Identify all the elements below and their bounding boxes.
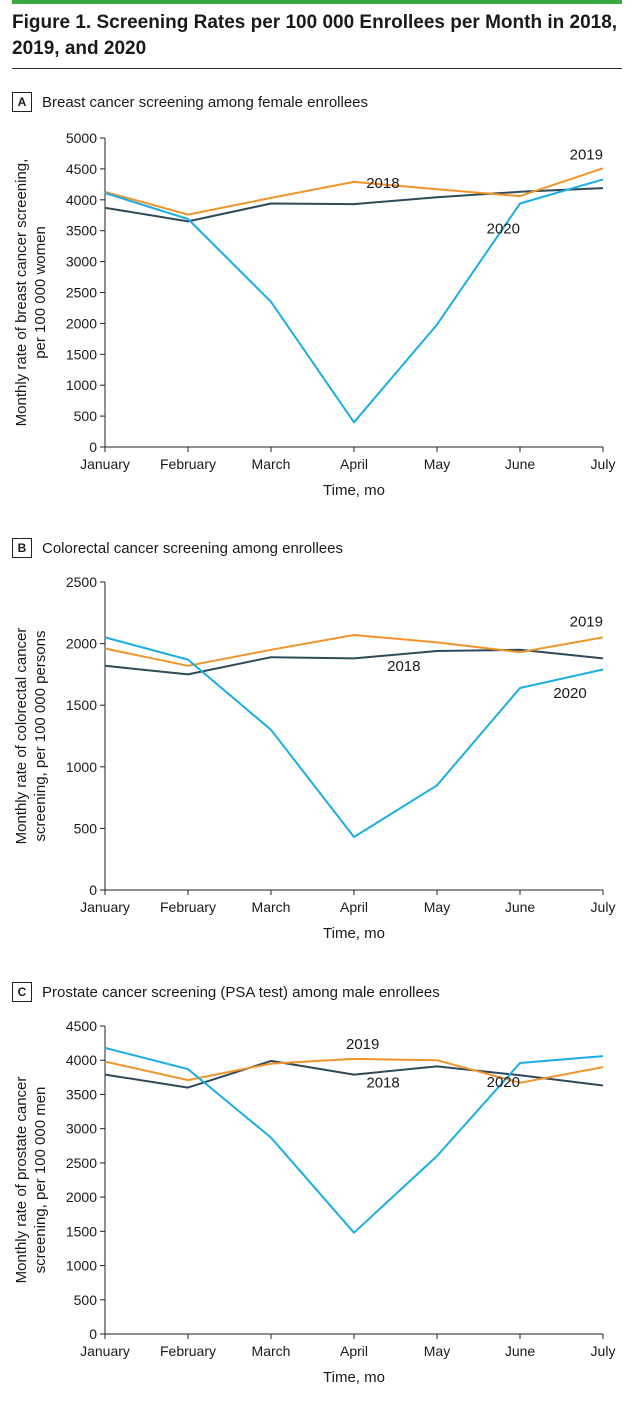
- y-tick-label: 500: [74, 408, 98, 424]
- x-tick-label: May: [424, 456, 450, 472]
- series-line-2019: [104, 634, 604, 667]
- y-tick-label: 4000: [66, 192, 97, 208]
- y-tick-label: 0: [89, 882, 97, 898]
- x-tick-label: February: [160, 456, 216, 472]
- y-axis-label-line: per 100 000 women: [32, 226, 49, 359]
- y-axis-label-line: Monthly rate of prostate cancer: [13, 1077, 30, 1284]
- y-axis-label: Monthly rate of prostate cancer screening…: [13, 1077, 49, 1284]
- x-tick-label: March: [252, 899, 291, 915]
- x-tick-label: June: [505, 1343, 536, 1359]
- x-axis-label: Time, mo: [323, 925, 385, 942]
- y-tick-label: 1500: [66, 1223, 97, 1239]
- y-tick-label: 1500: [66, 346, 97, 362]
- x-tick-label: March: [252, 456, 291, 472]
- series-line-2018: [104, 187, 604, 223]
- y-tick-label: 4000: [66, 1052, 97, 1068]
- x-tick-label: June: [505, 899, 536, 915]
- x-tick-label: February: [160, 899, 216, 915]
- y-axis-label: Monthly rate of colorectal cancer screeni…: [13, 628, 49, 845]
- y-tick-label: 1500: [66, 697, 97, 713]
- x-tick-label: July: [591, 456, 616, 472]
- y-tick-label: 5000: [66, 130, 97, 146]
- panel-c-title: Prostate cancer screening (PSA test) amo…: [42, 983, 440, 1001]
- x-tick-label: January: [80, 456, 130, 472]
- figure-title: Figure 1. Screening Rates per 100 000 En…: [12, 12, 618, 59]
- x-axis-label: Time, mo: [323, 482, 385, 499]
- series-line-2018: [104, 648, 604, 676]
- y-tick-label: 0: [89, 1326, 97, 1342]
- title-divider: [12, 68, 622, 69]
- y-axis-label-line: Monthly rate of breast cancer screening,: [13, 159, 30, 427]
- series-line-2019: [104, 167, 604, 216]
- panel-b-title: Colorectal cancer screening among enroll…: [42, 539, 343, 557]
- x-tick-label: February: [160, 1343, 216, 1359]
- y-tick-label: 0: [89, 439, 97, 455]
- x-tick-label: January: [80, 899, 130, 915]
- series-line-2020: [104, 636, 604, 838]
- x-tick-label: April: [340, 899, 368, 915]
- panel-a-letter: A: [12, 92, 32, 112]
- y-tick-label: 1000: [66, 759, 97, 775]
- x-axis-label: Time, mo: [323, 1369, 385, 1386]
- series-label-2018: 2018: [366, 1075, 399, 1092]
- series-label-2018: 2018: [387, 658, 420, 675]
- y-tick-label: 4500: [66, 161, 97, 177]
- panel-a-title: Breast cancer screening among female enr…: [42, 93, 369, 111]
- panel-a-chart: 0 500 1000 1500 2000 2500 3000 3500 4000 4500 5000…: [13, 130, 616, 499]
- x-tick-label: January: [80, 1343, 130, 1359]
- y-tick-label: 500: [74, 1292, 98, 1308]
- series-line-2018: [104, 1059, 604, 1089]
- series-label-2019: 2019: [570, 613, 603, 630]
- y-tick-label: 2000: [66, 636, 97, 652]
- panel-b-header: B Colorectal cancer screening among enro…: [12, 537, 343, 559]
- y-tick-label: 4500: [66, 1018, 97, 1034]
- x-tick-label: June: [505, 456, 536, 472]
- panel-c-letter: C: [12, 982, 32, 1002]
- panel-c-chart: 0 500 1000 1500 2000 2500 3000 3500 4000 4500 Janu…: [13, 1018, 616, 1386]
- y-axis-label: Monthly rate of breast cancer screening,…: [13, 159, 49, 427]
- x-tick-label: May: [424, 1343, 450, 1359]
- series-line-2020: [104, 178, 604, 424]
- series-label-2020: 2020: [487, 221, 520, 238]
- series-line-2020: [104, 1046, 604, 1234]
- y-tick-label: 2000: [66, 1189, 97, 1205]
- series-label-2018: 2018: [366, 175, 399, 192]
- series-label-2020: 2020: [553, 685, 586, 702]
- y-axis-label-line: Monthly rate of colorectal cancer: [13, 628, 30, 845]
- x-tick-label: July: [591, 899, 616, 915]
- panel-b-letter: B: [12, 538, 32, 558]
- series-label-2019: 2019: [570, 146, 603, 163]
- y-axis-label-line: screening, per 100 000 persons: [32, 631, 49, 842]
- series-line-2019: [104, 1057, 604, 1084]
- y-tick-label: 2500: [66, 574, 97, 590]
- x-tick-label: April: [340, 456, 368, 472]
- y-tick-label: 3000: [66, 254, 97, 270]
- y-tick-label: 2500: [66, 285, 97, 301]
- x-tick-label: March: [252, 1343, 291, 1359]
- x-tick-label: July: [591, 1343, 616, 1359]
- x-tick-label: May: [424, 899, 450, 915]
- panel-a-header: A Breast cancer screening among female e…: [12, 91, 368, 113]
- y-axis-label-line: screening, per 100 000 men: [32, 1087, 49, 1274]
- x-tick-label: April: [340, 1343, 368, 1359]
- series-label-2020: 2020: [487, 1074, 520, 1091]
- panel-c-header: C Prostate cancer screening (PSA test) a…: [12, 981, 440, 1003]
- series-label-2019: 2019: [346, 1036, 379, 1053]
- y-tick-label: 1000: [66, 1258, 97, 1274]
- figure-top-accent-bar: [12, 0, 622, 4]
- y-tick-label: 500: [74, 820, 98, 836]
- y-tick-label: 2000: [66, 315, 97, 331]
- panel-b-chart: 0 500 1000 1500 2000 2500 January February March…: [13, 574, 616, 942]
- y-tick-label: 1000: [66, 377, 97, 393]
- y-tick-label: 3500: [66, 1086, 97, 1102]
- y-tick-label: 3500: [66, 223, 97, 239]
- y-tick-label: 2500: [66, 1155, 97, 1171]
- y-tick-label: 3000: [66, 1121, 97, 1137]
